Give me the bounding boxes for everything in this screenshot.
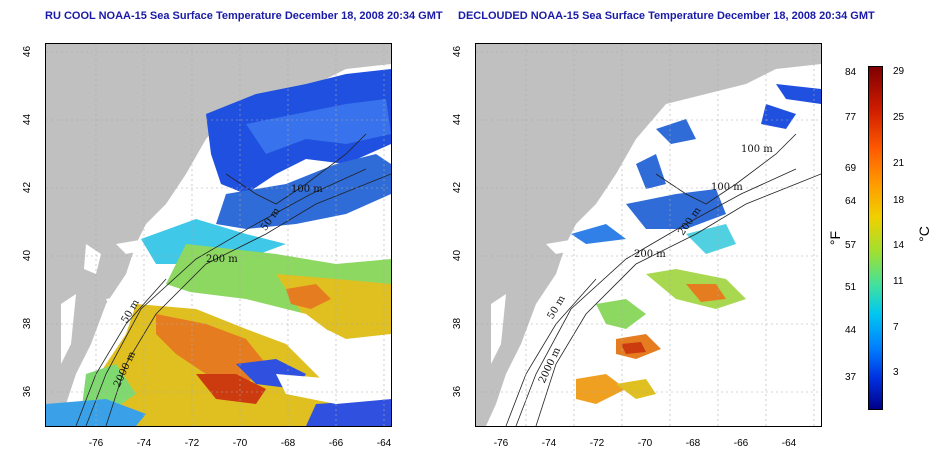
right-sst-image: [476, 44, 821, 426]
fahrenheit-tick: 69: [845, 163, 857, 174]
right-x-tick: -74: [541, 438, 557, 449]
left-x-tick: -66: [328, 438, 344, 449]
left-x-tick: -74: [136, 438, 152, 449]
celsius-unit-label: °C: [915, 226, 932, 242]
left-sst-image: [46, 44, 391, 426]
right-y-tick: 42: [452, 181, 464, 194]
celsius-tick: 29: [893, 66, 905, 77]
left-y-tick: 42: [22, 181, 34, 194]
left-x-tick: -68: [280, 438, 296, 449]
celsius-tick: 3: [893, 367, 899, 378]
left-y-tick: 46: [22, 45, 34, 58]
land-mass: [46, 44, 391, 426]
right-x-tick: -68: [685, 438, 701, 449]
fahrenheit-tick: 57: [845, 240, 857, 251]
right-y-tick: 38: [452, 317, 464, 330]
celsius-tick: 21: [893, 158, 905, 169]
fahrenheit-tick: 44: [845, 325, 857, 336]
fahrenheit-unit-label: °F: [827, 230, 844, 246]
left-map-title: RU COOL NOAA-15 Sea Surface Temperature …: [45, 10, 443, 22]
fahrenheit-tick: 51: [845, 282, 857, 293]
colorbar: [868, 66, 883, 410]
right-map[interactable]: 100 m 100 m 200 m 200 m 50 m 2000 m: [475, 43, 822, 427]
depth-label-200m: 200 m: [206, 254, 238, 265]
right-x-tick: -72: [589, 438, 605, 449]
fahrenheit-tick: 37: [845, 372, 857, 383]
fahrenheit-tick: 64: [845, 196, 857, 207]
depth-label-100m-mid: 100 m: [711, 182, 743, 193]
left-map[interactable]: 100 m 50 m 200 m 50 m 2000 m: [45, 43, 392, 427]
left-y-tick: 40: [22, 249, 34, 262]
left-y-tick: 44: [22, 113, 34, 126]
right-y-tick: 36: [452, 385, 464, 398]
left-x-tick: -64: [376, 438, 392, 449]
right-x-tick: -64: [781, 438, 797, 449]
fahrenheit-tick: 84: [845, 67, 857, 78]
left-y-tick: 36: [22, 385, 34, 398]
celsius-tick: 14: [893, 240, 905, 251]
left-x-tick: -70: [232, 438, 248, 449]
celsius-tick: 18: [893, 195, 905, 206]
celsius-tick: 11: [893, 276, 904, 287]
right-x-tick: -70: [637, 438, 653, 449]
right-y-tick: 46: [452, 45, 464, 58]
depth-label-100m-north: 100 m: [741, 144, 773, 155]
left-y-tick: 38: [22, 317, 34, 330]
celsius-tick: 25: [893, 112, 905, 123]
celsius-tick: 7: [893, 322, 899, 333]
depth-label-200m: 200 m: [634, 249, 666, 260]
left-x-tick: -72: [184, 438, 200, 449]
right-y-tick: 40: [452, 249, 464, 262]
depth-label-100m: 100 m: [291, 184, 323, 195]
right-x-tick: -76: [493, 438, 509, 449]
land-mass: [476, 44, 821, 426]
right-y-tick: 44: [452, 113, 464, 126]
right-x-tick: -66: [733, 438, 749, 449]
left-x-tick: -76: [88, 438, 104, 449]
fahrenheit-tick: 77: [845, 112, 857, 123]
right-map-title: DECLOUDED NOAA-15 Sea Surface Temperatur…: [458, 10, 875, 22]
